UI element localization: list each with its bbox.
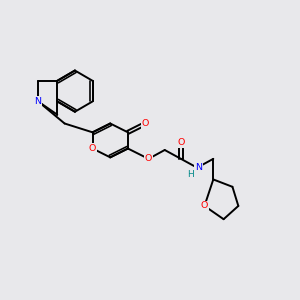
- Text: O: O: [142, 119, 149, 128]
- Text: H: H: [187, 169, 194, 178]
- Text: N: N: [34, 97, 42, 106]
- Text: O: O: [177, 138, 184, 147]
- Text: N: N: [195, 163, 202, 172]
- Text: O: O: [201, 201, 208, 210]
- Text: O: O: [145, 154, 152, 163]
- Text: O: O: [89, 144, 96, 153]
